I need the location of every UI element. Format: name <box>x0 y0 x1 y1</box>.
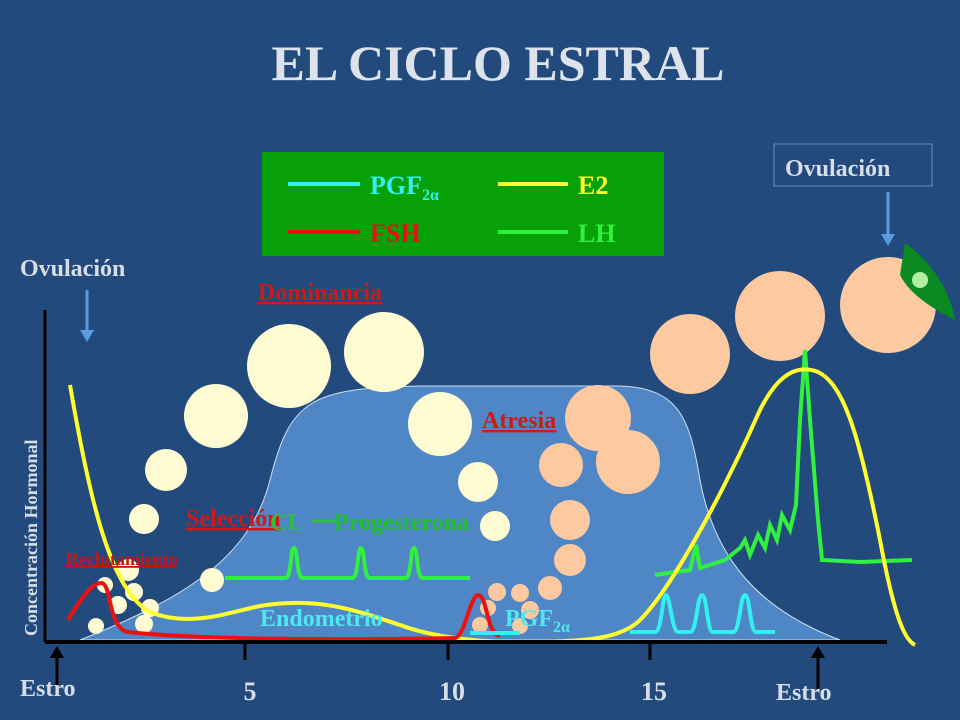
lh-curve <box>225 545 470 580</box>
follicle <box>512 618 528 634</box>
stage-label: Atresia <box>482 408 556 434</box>
stage-label: Dominancia <box>258 280 382 306</box>
lh-curve <box>654 349 913 577</box>
legend-label: E2 <box>578 171 608 200</box>
pgf-curve <box>470 592 775 635</box>
follicle <box>135 615 153 633</box>
follicle <box>458 462 498 502</box>
follicle <box>408 392 472 456</box>
follicle <box>735 271 825 361</box>
oocyte <box>912 272 928 288</box>
follicle <box>539 443 583 487</box>
ovulation-label: Ovulación <box>785 156 890 182</box>
stage-label: Selección <box>186 506 281 532</box>
follicle <box>511 584 529 602</box>
title: EL CICLO ESTRAL <box>272 35 725 91</box>
follicle <box>650 314 730 394</box>
follicle <box>538 576 562 600</box>
e2-curve <box>68 367 917 647</box>
follicle <box>145 449 187 491</box>
legend-label: FSH <box>370 219 421 248</box>
x-tick-label: 15 <box>641 677 667 706</box>
endometrium-label: Endometrio <box>260 606 383 632</box>
follicle <box>200 568 224 592</box>
follicle <box>596 430 660 494</box>
ovulation-label: Ovulación <box>20 256 125 282</box>
follicle <box>472 617 488 633</box>
fsh-curve <box>66 581 501 642</box>
ovulation-box <box>773 143 933 187</box>
progesterone-label: Progesterona <box>334 510 469 536</box>
legend-box <box>262 152 664 256</box>
follicle <box>88 618 104 634</box>
pgf-label: PGF2α <box>505 606 570 636</box>
follicle <box>129 504 159 534</box>
follicle <box>521 601 539 619</box>
x-start-label: Estro <box>20 676 76 702</box>
follicle <box>488 583 506 601</box>
x-end-label: Estro <box>776 680 832 706</box>
arrow-head <box>80 330 94 342</box>
follicle <box>554 544 586 576</box>
x-tick-label: 5 <box>244 677 257 706</box>
arrow-head <box>50 646 64 658</box>
y-axis-label: Concentración Hormonal <box>21 440 41 636</box>
x-tick-label: 10 <box>439 677 465 706</box>
arrow-head <box>811 646 825 658</box>
stage-label: Reclutamiento <box>66 549 178 569</box>
follicle <box>550 500 590 540</box>
follicle <box>247 324 331 408</box>
follicle <box>117 559 139 581</box>
follicle <box>344 312 424 392</box>
follicle <box>184 384 248 448</box>
legend-label: LH <box>578 219 616 248</box>
legend-label: PGF2α <box>370 171 439 204</box>
follicle <box>480 511 510 541</box>
follicle <box>125 583 143 601</box>
follicles <box>472 257 936 634</box>
cl-label: CL <box>270 510 303 536</box>
follicles <box>88 312 510 634</box>
arrow-head <box>881 234 895 246</box>
